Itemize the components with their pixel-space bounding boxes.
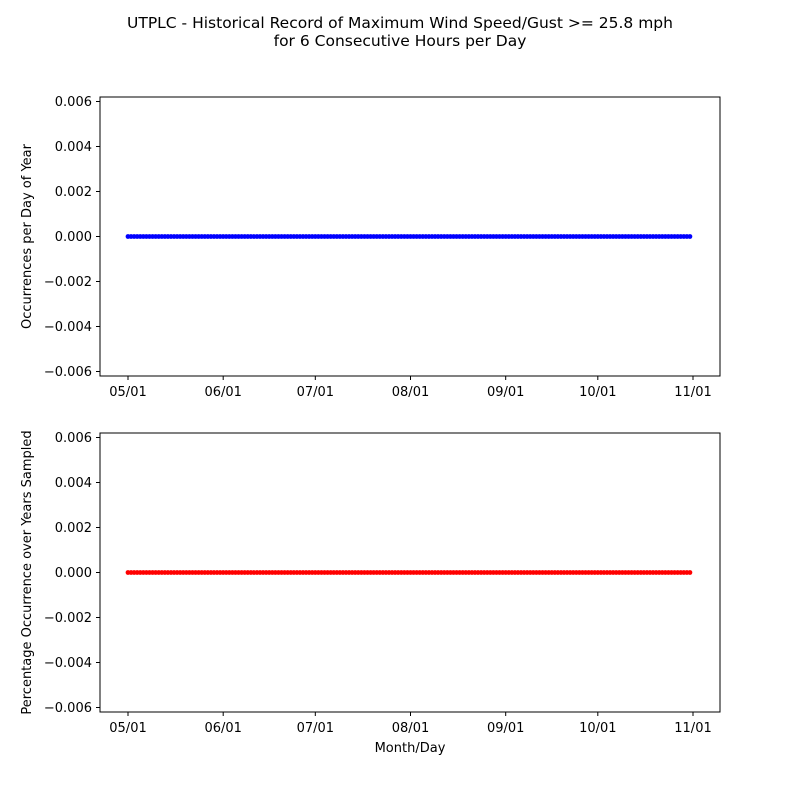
x-tick-label: 09/01	[487, 721, 524, 736]
y-tick-label: 0.002	[55, 521, 92, 536]
y-tick-label: −0.006	[44, 701, 92, 716]
y-tick-label: −0.004	[44, 656, 92, 671]
x-axis-label: Month/Day	[375, 741, 446, 756]
y-tick-label: −0.002	[44, 275, 92, 290]
x-tick-label: 10/01	[579, 385, 616, 400]
x-tick-label: 11/01	[674, 721, 711, 736]
figure-title-line1: UTPLC - Historical Record of Maximum Win…	[127, 14, 673, 32]
x-tick-label: 06/01	[204, 721, 241, 736]
x-tick-label: 09/01	[487, 385, 524, 400]
y-tick-label: −0.004	[44, 320, 92, 335]
x-tick-label: 06/01	[204, 385, 241, 400]
y-tick-label: −0.002	[44, 611, 92, 626]
y-tick-label: 0.000	[55, 566, 92, 581]
data-point	[687, 234, 693, 239]
y-axis-label: Occurrences per Day of Year	[20, 143, 35, 329]
y-tick-label: 0.004	[55, 476, 92, 491]
x-tick-label: 10/01	[579, 721, 616, 736]
chart-panel-2: 0.006 0.004 0.002 0.000 −0.002 −0.004 −0.006 05…	[20, 430, 721, 756]
figure-title-line2: for 6 Consecutive Hours per Day	[273, 32, 527, 50]
x-tick-label: 05/01	[109, 721, 146, 736]
x-tick-label: 11/01	[674, 385, 711, 400]
y-tick-label: 0.006	[55, 431, 92, 446]
chart-panel-1: 0.006 0.004 0.002 0.000 −0.002 −0.004 −0.006 05…	[20, 95, 721, 400]
x-tick-label: 05/01	[109, 385, 146, 400]
x-tick-label: 07/01	[297, 721, 334, 736]
data-point	[687, 570, 693, 575]
y-axis-label: Percentage Occurrence over Years Sampled	[20, 430, 35, 714]
y-tick-label: 0.000	[55, 230, 92, 245]
x-tick-label: 08/01	[392, 721, 429, 736]
y-tick-label: −0.006	[44, 365, 92, 380]
x-tick-label: 07/01	[297, 385, 334, 400]
x-tick-label: 08/01	[392, 385, 429, 400]
y-tick-label: 0.006	[55, 95, 92, 110]
y-tick-label: 0.002	[55, 185, 92, 200]
y-tick-label: 0.004	[55, 140, 92, 155]
